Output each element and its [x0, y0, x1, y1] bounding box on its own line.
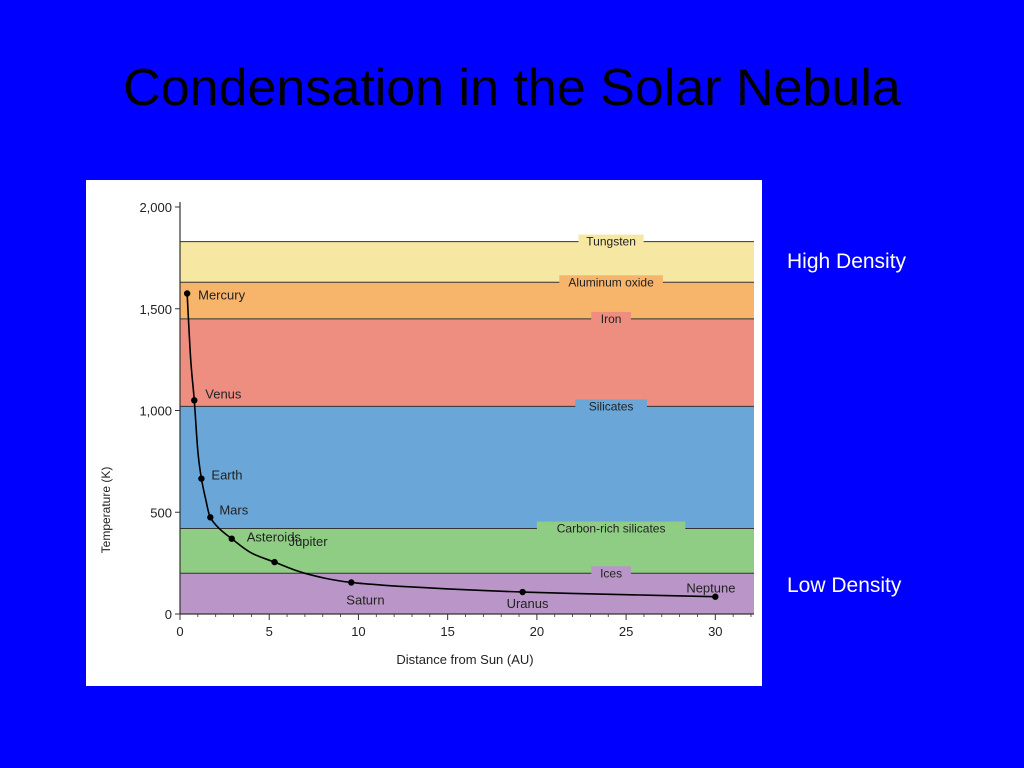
temperature-distance-chart: Ices Carbon-rich silicates Silicates Iron Al…: [99, 200, 754, 667]
y-tick-label: 1,000: [139, 404, 172, 419]
point-label-neptune: Neptune: [686, 581, 735, 596]
x-tick-label: 0: [176, 624, 183, 639]
y-tick-label: 1,500: [139, 302, 172, 317]
point-label-uranus: Uranus: [507, 596, 549, 611]
x-tick-label: 10: [351, 624, 365, 639]
band-label-tungsten: Tungsten: [586, 235, 636, 249]
band-carbon-rich-silicates: [180, 528, 754, 574]
temperature-curve: [186, 293, 716, 598]
band-label-iron: Iron: [601, 312, 622, 326]
slide-title: Condensation in the Solar Nebula: [123, 59, 901, 117]
condensation-bands: Ices Carbon-rich silicates Silicates Iron Al…: [180, 234, 754, 614]
x-tick-label: 5: [266, 624, 273, 639]
x-tick-label: 30: [708, 624, 722, 639]
point-label-mercury: Mercury: [198, 287, 245, 302]
band-aluminum-oxide: [180, 282, 754, 319]
band-label-ices: Ices: [600, 566, 622, 580]
point-asteroids: [228, 535, 235, 542]
point-mars: [207, 514, 214, 521]
point-label-mars: Mars: [219, 502, 248, 517]
point-uranus: [519, 588, 526, 596]
y-tick-label: 0: [165, 607, 172, 622]
point-label-earth: Earth: [211, 468, 242, 483]
x-tick-label: 20: [530, 624, 544, 639]
point-label-saturn: Saturn: [346, 592, 384, 607]
band-tungsten: [180, 241, 754, 283]
low-density-label: Low Density: [787, 574, 902, 597]
band-label-bg-iron: [591, 311, 631, 326]
point-venus: [191, 397, 198, 404]
chart-axes: 0 500 1,000 1,500 2,000 0 5 10 15 20 25 30: [139, 200, 754, 639]
band-label-bg-aluminum-oxide: [559, 275, 663, 290]
point-jupiter: [271, 558, 278, 566]
band-label-bg-silicates: [575, 399, 647, 414]
band-label-bg-ices: [591, 566, 631, 581]
temperature-curve-line: [186, 293, 716, 598]
y-tick-label: 2,000: [139, 200, 172, 215]
point-label-jupiter: Jupiter: [289, 534, 329, 549]
point-saturn: [348, 579, 355, 586]
x-tick-label: 15: [440, 624, 454, 639]
point-mercury: [183, 290, 191, 297]
point-label-asteroids: Asteroids: [247, 530, 302, 545]
band-label-bg-tungsten: [578, 234, 644, 249]
band-label-silicates: Silicates: [589, 399, 634, 413]
point-label-venus: Venus: [205, 386, 242, 401]
y-tick-label: 500: [150, 505, 172, 520]
band-iron: [180, 318, 754, 407]
point-neptune: [712, 593, 719, 600]
point-earth: [198, 475, 205, 482]
y-axis-label: Temperature (K): [99, 467, 113, 554]
band-ices: [180, 573, 754, 614]
x-axis-label: Distance from Sun (AU): [396, 652, 533, 667]
band-silicates: [180, 406, 754, 529]
high-density-label: High Density: [787, 250, 907, 273]
band-label-bg-carbon-rich-silicates: [536, 521, 686, 536]
band-label-carbon-rich-silicates: Carbon-rich silicates: [557, 522, 666, 536]
chart-figure: Ices Carbon-rich silicates Silicates Iron Al…: [86, 180, 762, 686]
x-tick-label: 25: [619, 624, 633, 639]
band-label-aluminum-oxide: Aluminum oxide: [568, 275, 654, 289]
